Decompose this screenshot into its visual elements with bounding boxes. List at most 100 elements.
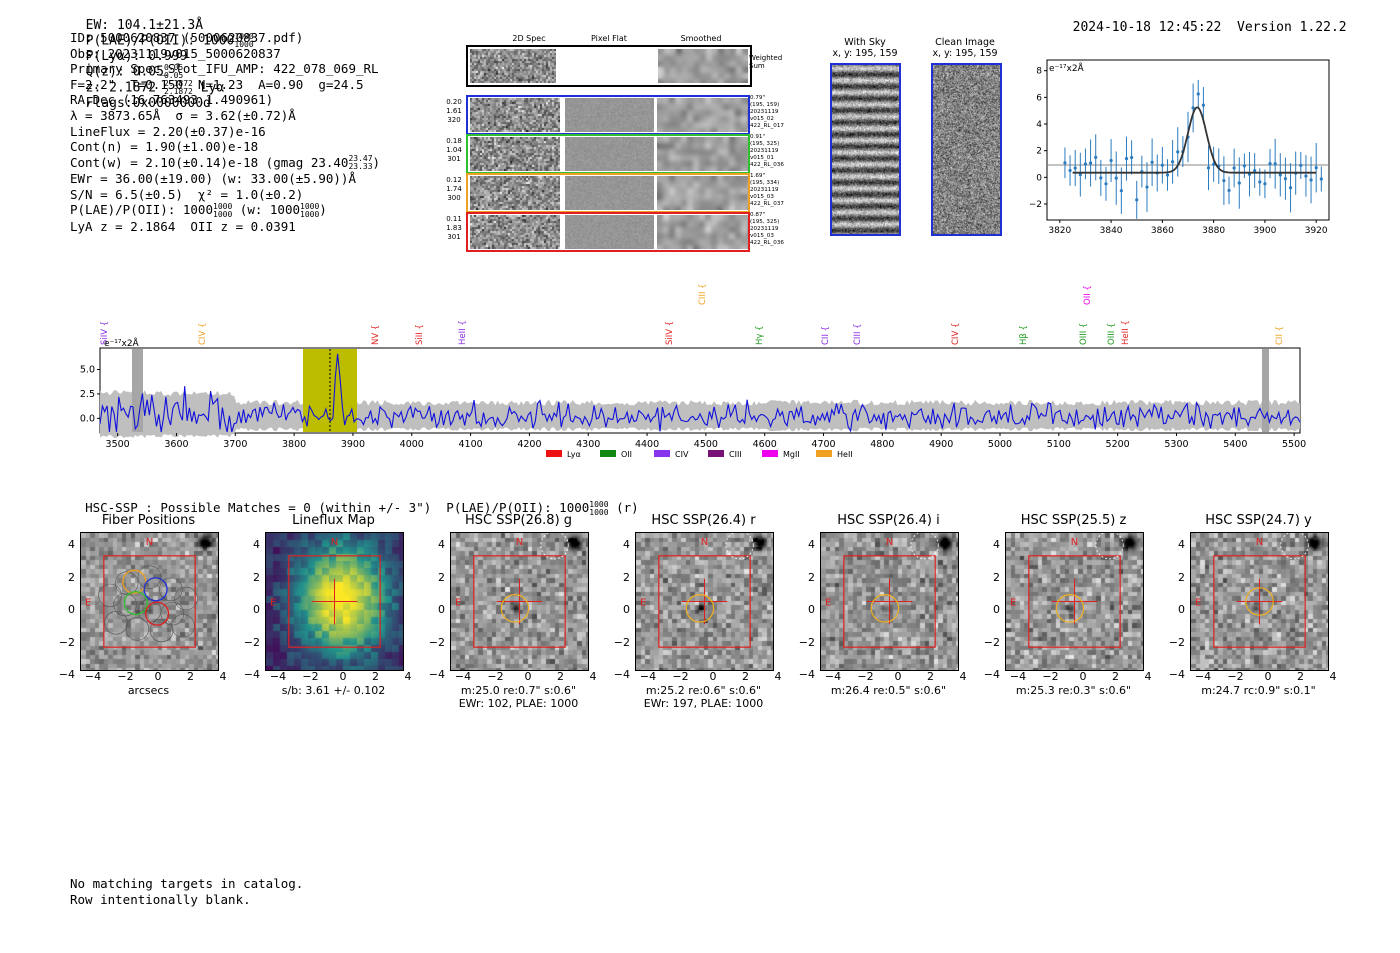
hsc-ytick: 4	[808, 538, 815, 551]
fit-data-points	[1063, 79, 1323, 219]
with-sky-xy: x, y: 195, 159	[832, 48, 898, 59]
spectrum-xtick-label: 4500	[694, 439, 718, 450]
hsc-xtick: −2	[672, 670, 689, 683]
hsc-xtick: 0	[339, 670, 347, 683]
fiber-blue	[143, 577, 168, 602]
spectrum-xtick-label: 5000	[988, 439, 1012, 450]
cutout-row-stats: 0.12 1.74 300	[446, 176, 462, 202]
fit-data-point	[1176, 150, 1180, 154]
hsc-xtick: 4	[959, 670, 967, 683]
hsc-panel-title: HSC SSP(26.8) g	[464, 513, 573, 528]
counterpart-circle	[1245, 587, 1274, 616]
info-params: F=2.2" T=0.150 N=1.23 A=0.90 g=24.5	[70, 76, 364, 92]
hsc-xtick: −4	[454, 670, 472, 683]
hsc-ytick: 4	[68, 538, 75, 551]
fit-data-point	[1258, 180, 1262, 184]
hsc-ytick: −2	[58, 635, 75, 649]
east-label: E	[455, 598, 461, 609]
fit-data-point	[1232, 166, 1236, 170]
hsc-xtick: 2	[1297, 670, 1304, 683]
aperture-box	[103, 555, 196, 648]
hsc-xtick: 0	[1264, 670, 1272, 683]
legend-swatch	[762, 450, 778, 457]
cutout-row-frame	[466, 95, 750, 135]
cutout-row-meta: 0.91" (195, 325) 20231119 v015_01 422_RL_036	[750, 134, 784, 168]
hsc-overlay: NE	[1010, 533, 1124, 648]
spectrum-ytick-label: 2.5	[80, 389, 95, 400]
cutout-pixel-flat	[565, 137, 654, 171]
fiber-circle	[160, 601, 185, 626]
hsc-ytick: 0	[68, 603, 75, 616]
info-plae: P(LAE)/P(OII): 1000 1000 1000 (w: 1000 1000…	[70, 201, 327, 219]
fit-plot-xtick-label: 3900	[1253, 226, 1276, 233]
fit-data-point	[1299, 163, 1303, 168]
cutout-smoothed	[657, 137, 748, 171]
north-label: N	[1071, 537, 1078, 548]
hsc-ytick: −4	[983, 668, 1000, 681]
hsc-xtick: 0	[894, 670, 902, 683]
cutout-row-stats: 0.20 1.61 320	[446, 98, 462, 124]
hsc-ytick: 0	[993, 603, 1000, 616]
info-obs: Obs: 20231119v015_5000620837	[70, 45, 281, 61]
fit-data-point	[1130, 155, 1134, 160]
aperture-box	[1028, 555, 1121, 648]
hsc-xticks: −4 −2 0 2 4	[635, 669, 782, 683]
spectral-line-label: OII {	[1083, 285, 1093, 305]
hsc-xtick: 2	[187, 670, 194, 683]
hsc-ytick: 4	[253, 538, 260, 551]
fit-data-point	[1135, 198, 1139, 202]
hsc-yticks: 4 2 0 −2 −4	[605, 532, 633, 681]
cutout-pixel-flat	[565, 176, 654, 210]
counterpart-circle	[685, 594, 715, 623]
hsc-xtick: −4	[1009, 670, 1027, 683]
spectrum-unit: e⁻¹⁷x2Å	[104, 337, 140, 349]
version: Version 1.22.2	[1237, 20, 1347, 35]
hsc-ytick: −4	[243, 668, 260, 681]
hsc-panel-title: HSC SSP(26.4) r	[651, 513, 756, 528]
spectrum-xticks: 3500 3600 3700 3800 3900 4000 4100 4200 4300 4400…	[106, 433, 1306, 450]
col-label-flat: Pixel Flat	[591, 34, 627, 43]
hsc-xticks: −4 −2 0 2 4	[450, 669, 597, 683]
spectral-line-label: SiII {	[415, 324, 425, 345]
spectrum-xtick-label: 5300	[1164, 439, 1188, 450]
cutout-smoothed	[657, 215, 748, 249]
spectral-line-label: HeII {	[1121, 320, 1131, 345]
fit-data-point	[1237, 181, 1241, 185]
hsc-ytick: 2	[68, 570, 75, 584]
hsc-xtick: 2	[557, 670, 564, 683]
col-label-smoothed: Smoothed	[680, 34, 722, 43]
spectral-line-label: CIV {	[951, 323, 961, 345]
fit-plot-xtick-label: 3820	[1048, 226, 1071, 233]
qz-value: Q(z): 0.05	[85, 64, 164, 80]
fiber-circle	[159, 577, 183, 602]
fit-data-point	[1273, 162, 1277, 166]
hsc-xtick: 4	[1144, 670, 1152, 683]
cutout-row-frame	[466, 134, 750, 174]
north-label: N	[146, 537, 153, 548]
legend-swatch	[600, 450, 616, 457]
hsc-xtick: 4	[774, 670, 782, 683]
hsc-ytick: −2	[428, 635, 445, 649]
info-contn: Cont(n) = 1.90(±1.00)e-18	[70, 139, 259, 155]
legend-swatch	[546, 450, 562, 457]
hsc-xtick: 4	[589, 670, 597, 683]
cutout-row: 0.11 1.83 301 0.87" (195, 325) 20231119 v015_0…	[444, 212, 794, 252]
ew-value: EW: 104.1±21.3Å	[85, 18, 204, 33]
hsc-yticks: 4 2 0 −2 −4	[790, 532, 818, 681]
spectrum-xtick-label: 3600	[164, 439, 188, 450]
hsc-xticks: −4 −2 0 2 4	[80, 669, 227, 683]
hsc-xtick: −4	[1194, 670, 1212, 683]
spectrum-xtick-label: 4800	[870, 439, 894, 450]
fit-data-point	[1068, 168, 1072, 173]
spectrum-legend: Lyα OII CIV CIII MgII HeII	[546, 450, 853, 459]
hsc-panel-title: Lineflux Map	[292, 513, 375, 528]
fit-data-point	[1212, 162, 1216, 166]
aperture-box	[658, 555, 751, 648]
legend-label: OII	[621, 450, 632, 459]
hsc-ytick: −4	[798, 668, 815, 681]
east-label: E	[1010, 598, 1016, 609]
hsc-xtick: −2	[857, 670, 874, 683]
